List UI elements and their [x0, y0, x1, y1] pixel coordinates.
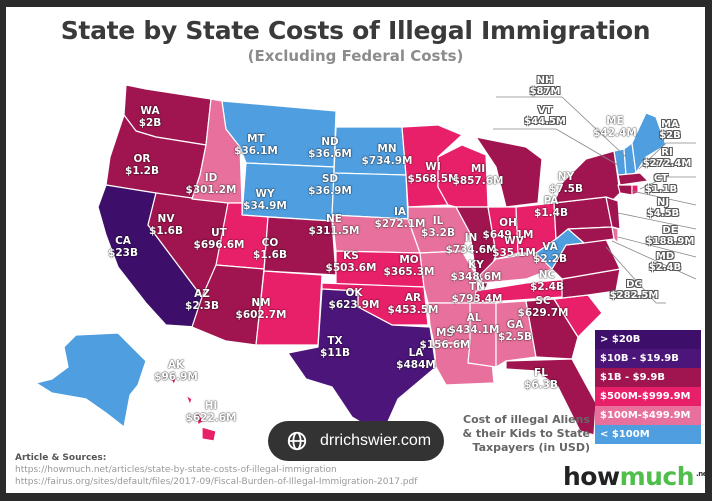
callout-NJ: NJ $4.5B [646, 197, 680, 219]
state-AL [495, 300, 537, 368]
state-label-WA: WA $2B [138, 105, 162, 129]
state-label-AR: AR $453.5M [387, 292, 439, 316]
state-label-KY: KY $348.6M [450, 259, 502, 283]
state-label-OR: OR $1.2B [125, 153, 159, 177]
state-label-SD: SD $36.9M [308, 173, 352, 197]
infographic-card: State by State Costs of Illegal Immigrat… [6, 7, 705, 493]
state-label-ND: ND $36.6M [308, 136, 352, 160]
callout-CT: CT $1.1B [644, 173, 678, 195]
callout-NH: NH $87M [529, 75, 561, 97]
page-subtitle: (Excluding Federal Costs) [247, 47, 464, 65]
watermark-pill[interactable]: drrichswier.com [268, 421, 444, 461]
state-label-CA: CA $23B [108, 235, 138, 259]
legend-item-500m-999m: $500M-$999.9M [595, 387, 701, 406]
legend-caption: Cost of illegal Aliens & their Kids to S… [462, 413, 590, 454]
state-label-ME: ME $42.4M [593, 115, 637, 139]
state-label-TN: TN $793.4M [451, 281, 503, 305]
state-label-MN: MN $734.9M [361, 143, 413, 167]
state-label-FL: FL $6.3B [524, 367, 558, 391]
state-label-NY: NY $7.5B [549, 171, 583, 195]
state-IN [487, 206, 519, 260]
state-label-NC: NC $2.4B [530, 269, 564, 293]
us-map [35, 84, 697, 442]
callout-RI: RI $272.4M [642, 147, 692, 169]
state-label-SC: SC $629.7M [517, 295, 569, 319]
state-AZ [191, 264, 265, 346]
state-label-HI: HI $622.6M [185, 400, 237, 424]
state-label-AL: AL $434.1M [448, 312, 500, 336]
callout-VT: VT $44.5M [524, 105, 566, 127]
state-label-AK: AK $96.9M [154, 359, 198, 383]
state-label-OK: OK $623.9M [328, 287, 380, 311]
state-RI [631, 184, 639, 196]
state-label-ID: ID $301.2M [185, 172, 237, 196]
legend-item-gt20b: > $20B [595, 330, 701, 349]
callout-MA: MA $2B [659, 119, 681, 141]
state-label-IN: IN $734.6M [445, 232, 497, 256]
state-label-IL: IL $3.2B [421, 215, 455, 239]
state-label-LA: LA $484M [396, 347, 436, 371]
state-MS [467, 302, 497, 368]
state-MA [617, 172, 649, 186]
state-label-TX: TX $11B [320, 335, 350, 359]
state-label-VA: VA $2.2B [533, 241, 567, 265]
state-DE [611, 226, 619, 244]
sources-heading: Article & Sources: [15, 453, 107, 463]
state-NJ [605, 196, 621, 230]
legend-item-1b-9b: $1B - $9.9B [595, 368, 701, 387]
state-label-WI: WI $568.5M [407, 161, 459, 185]
state-label-NE: NE $311.5M [308, 213, 360, 237]
watermark-text: drrichswier.com [320, 432, 432, 449]
state-HI [169, 376, 217, 442]
source-link-howmuch[interactable]: https://howmuch.net/articles/state-by-st… [15, 465, 337, 475]
legend-item-100m-499m: $100M-$499.9M [595, 406, 701, 425]
state-NY [553, 150, 621, 204]
state-label-UT: UT $696.6M [193, 227, 245, 251]
state-label-IA: IA $272.1M [374, 206, 426, 230]
globe-icon [287, 431, 307, 451]
source-link-fairus[interactable]: https://fairus.org/sites/default/files/2… [15, 477, 418, 487]
howmuch-logo: howmuch.net [563, 462, 705, 491]
state-label-MO: MO $365.3M [383, 254, 435, 278]
state-label-KS: KS $503.6M [325, 250, 377, 274]
legend-item-10b-19b: $10B - $19.9B [595, 349, 701, 368]
callout-DC: DC $282.5M [609, 279, 659, 301]
state-label-OH: OH $649.1M [482, 217, 534, 241]
state-label-WY: WY $34.9M [243, 188, 287, 212]
state-CT [617, 184, 633, 196]
state-label-MI: MI $857.6M [452, 163, 504, 187]
state-TX [287, 288, 437, 436]
state-label-NV: NV $1.6B [149, 213, 183, 237]
page-title: State by State Costs of Illegal Immigrat… [60, 16, 651, 45]
state-label-GA: GA $2.5B [498, 319, 532, 343]
state-label-NM: NM $602.7M [235, 297, 287, 321]
callout-MD: MD $2.4B [648, 251, 682, 273]
state-MI [475, 136, 543, 208]
state-label-MS: MS $156.6M [419, 327, 471, 351]
state-AK [35, 332, 147, 428]
callout-DE: DE $188.9M [645, 225, 695, 247]
legend-item-lt100m: < $100M [595, 425, 701, 444]
state-label-WV: WV $35.1M [492, 235, 536, 259]
state-label-MT: MT $36.1M [234, 133, 278, 157]
state-label-AZ: AZ $2.3B [185, 288, 219, 312]
state-label-CO: CO $1.6B [253, 237, 287, 261]
state-label-PA: PA $1.4B [534, 195, 568, 219]
state-FL [505, 358, 597, 436]
legend: > $20B $10B - $19.9B $1B - $9.9B $500M-$… [595, 330, 701, 444]
state-GA [525, 298, 579, 360]
